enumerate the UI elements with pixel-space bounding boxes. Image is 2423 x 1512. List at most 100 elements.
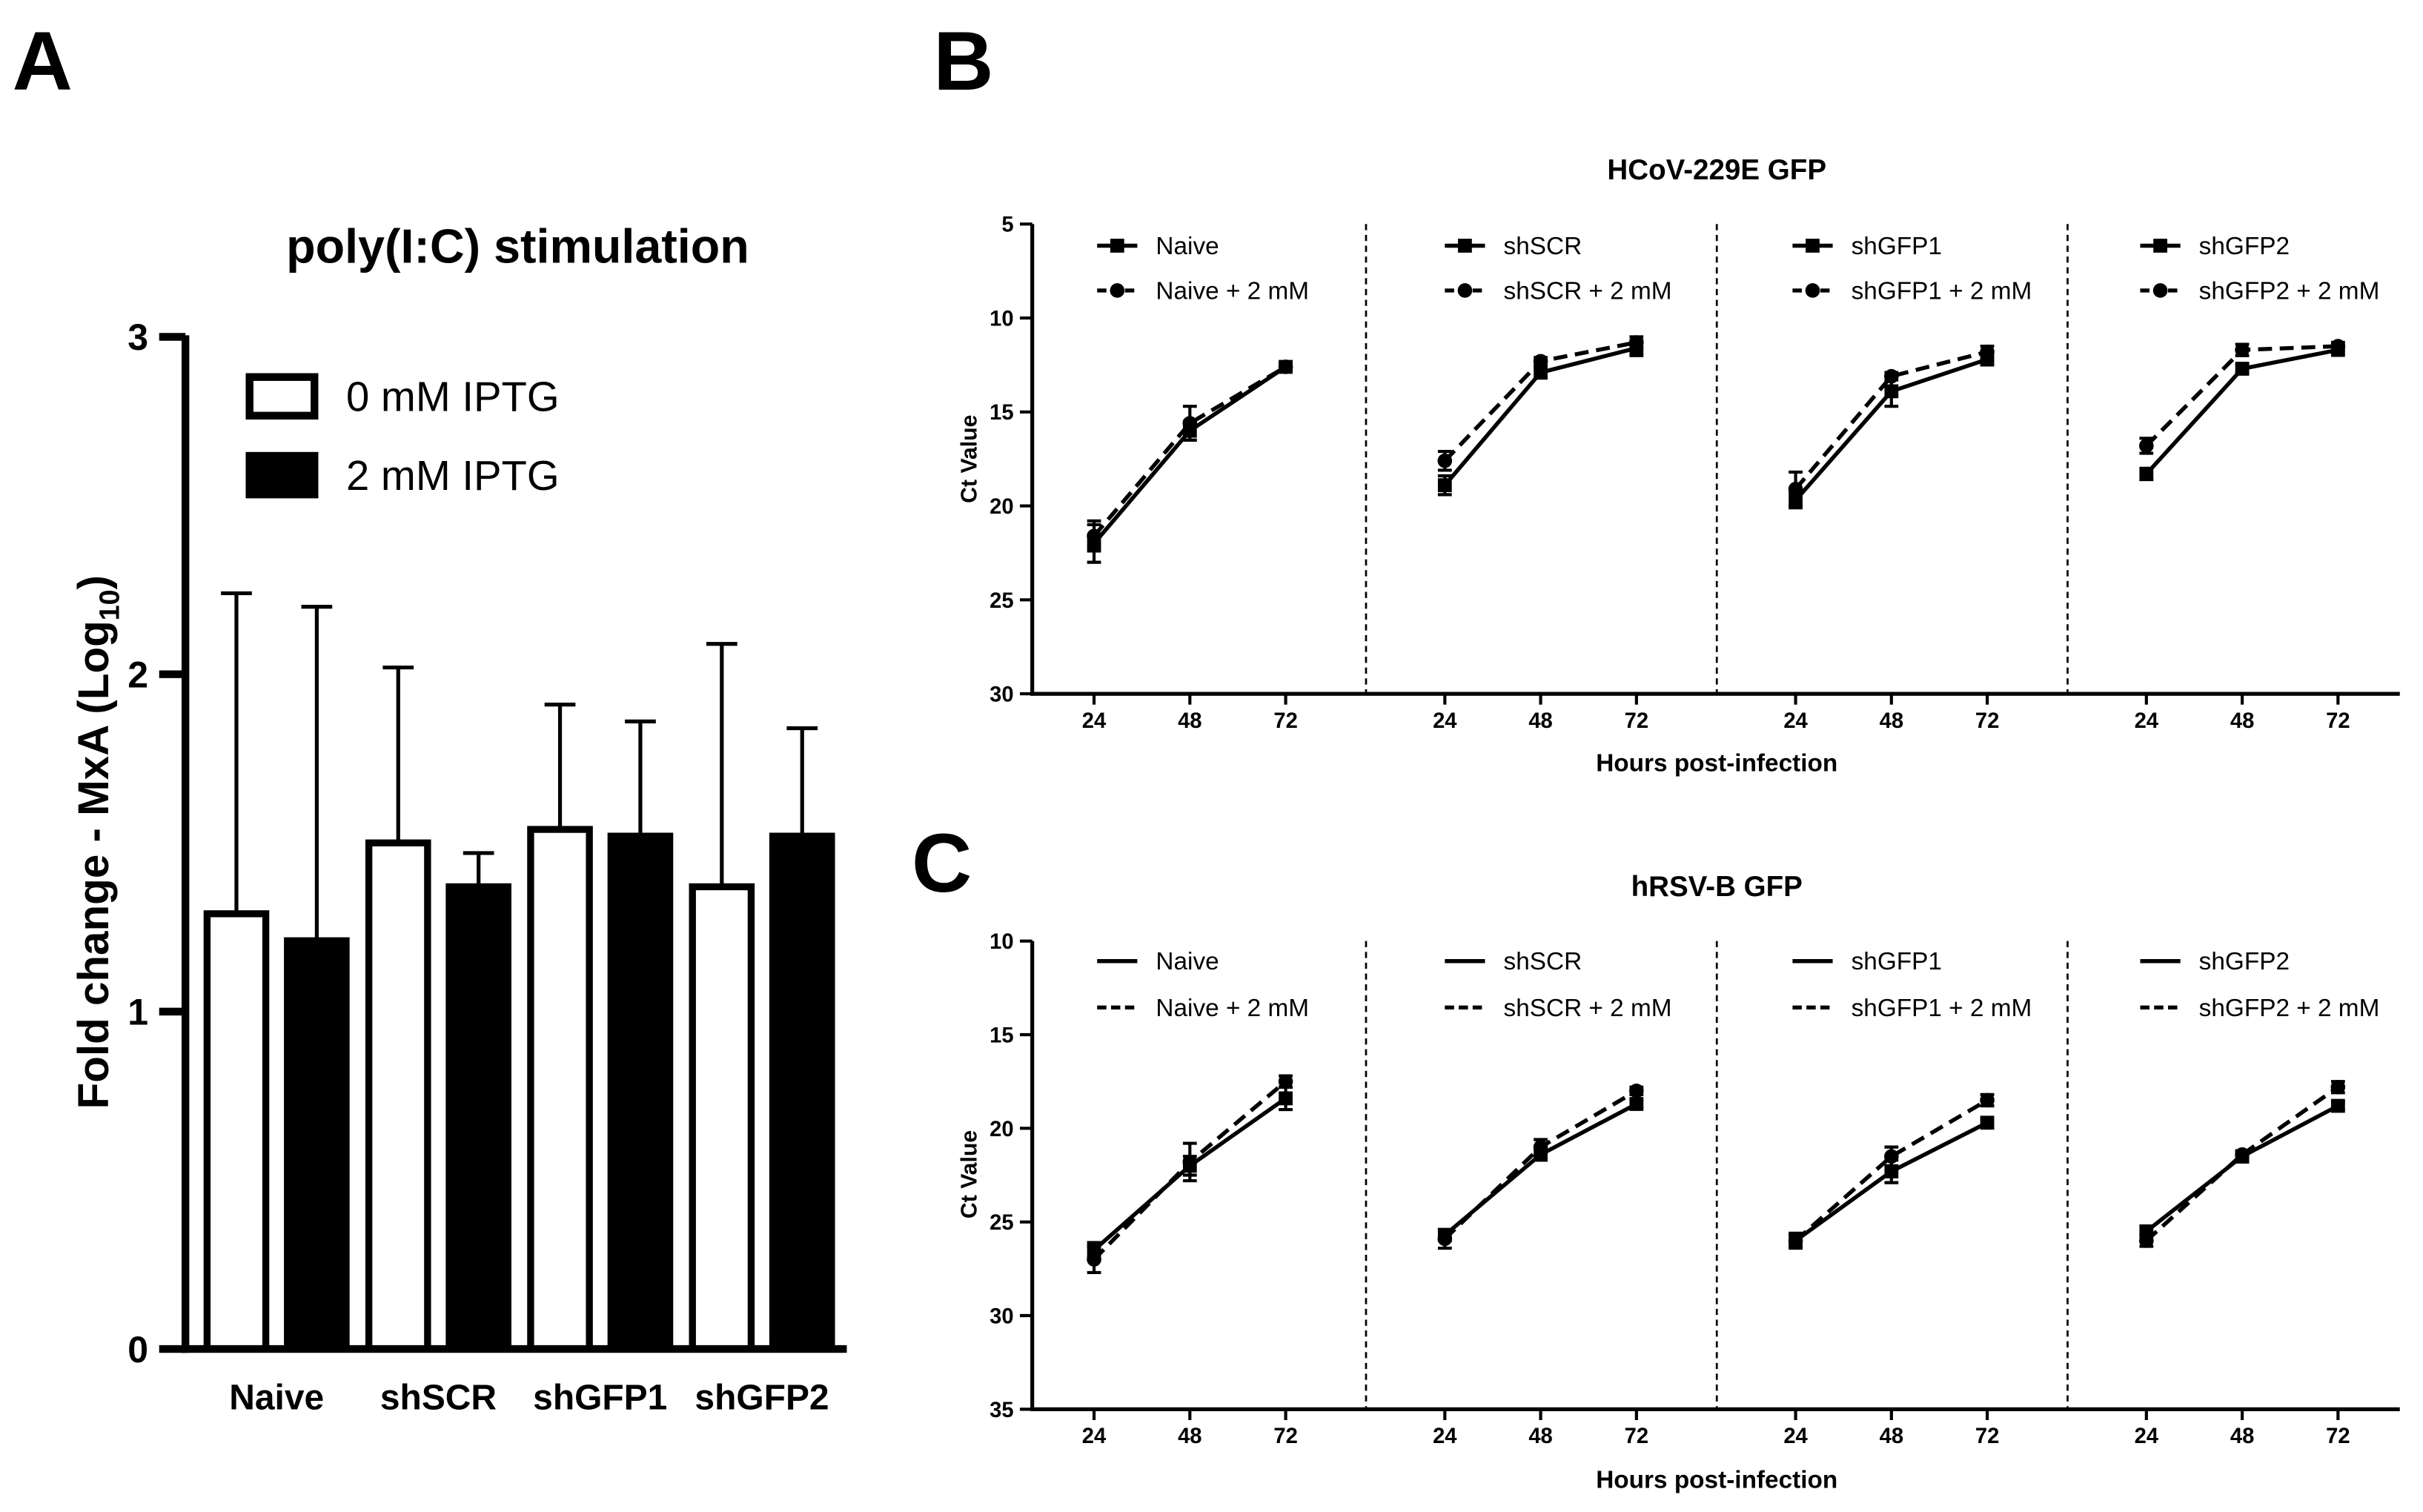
x-tick-label: 24 (2135, 709, 2159, 733)
legend-label: shGFP2 + 2 mM (2199, 995, 2380, 1022)
x-tick-label: 48 (2230, 1425, 2254, 1448)
data-point-circle (1087, 1252, 1101, 1267)
legend-marker-circle (2152, 283, 2168, 298)
y-axis-label-main: Fold change - MxA (Log (70, 620, 118, 1109)
y-tick-label: 1 (127, 992, 148, 1033)
x-tick-label: 72 (1625, 1425, 1648, 1448)
y-tick-label: 5 (1001, 213, 1013, 237)
panel-c-line-chart: hRSV-B GFP Naive Naive + 2 mM 24 48 72 shSCR sh… (958, 871, 2400, 1494)
series-line-3-1 (2145, 1085, 2339, 1242)
x-tick-label: 48 (1178, 1425, 1201, 1448)
x-tick-label: 24 (1082, 1425, 1107, 1448)
x-tick-label: 48 (1528, 1425, 1552, 1448)
x-tick-label: 48 (2230, 709, 2254, 733)
legend-label: shGFP1 (1852, 948, 1942, 975)
legend-label: 0 mM IPTG (346, 374, 560, 420)
panel-label-c: C (912, 816, 972, 909)
bar-shscr-series-1 (445, 883, 511, 1353)
y-tick-label: 10 (990, 307, 1013, 331)
bar-naive-series-1 (284, 937, 350, 1353)
legend-swatch (245, 373, 319, 420)
y-tick-label: 10 (990, 930, 1013, 954)
y-axis-label: Ct Value (958, 415, 982, 503)
series-line-2-1 (1794, 350, 1988, 491)
x-tick-label: 72 (1975, 1425, 1999, 1448)
data-point-circle (2139, 1233, 2154, 1248)
data-point-circle (2330, 339, 2346, 354)
x-category-label: shGFP1 (533, 1378, 667, 1417)
data-point-square (1884, 1164, 1899, 1178)
bar-shgfp2-series-1 (769, 832, 835, 1353)
x-tick-label: 72 (1625, 709, 1648, 733)
y-tick-label: 0 (127, 1329, 148, 1370)
data-point-circle (1437, 453, 1453, 468)
legend-swatch (245, 451, 319, 499)
legend-label: Naive + 2 mM (1156, 995, 1309, 1022)
y-tick-label: 3 (127, 316, 148, 358)
x-category-label: shGFP2 (695, 1378, 829, 1417)
series-line-0-1 (1092, 365, 1287, 537)
bar-shgfp2-series-0 (689, 883, 755, 1353)
data-point-circle (1437, 1231, 1453, 1247)
data-point-circle (2330, 1079, 2346, 1095)
y-axis-label: Fold change - MxA (Log10) (70, 575, 125, 1109)
legend-label: shSCR + 2 mM (1504, 995, 1672, 1022)
x-tick-label: 72 (1273, 1425, 1297, 1448)
panel-b-line-chart: HCoV-229E GFP Naive Naive + 2 mM 24 48 72 shSC… (958, 154, 2400, 777)
chart-title: HCoV-229E GFP (1607, 154, 1826, 186)
legend-label: shGFP1 (1852, 233, 1942, 260)
legend-label: Naive (1156, 233, 1219, 260)
data-point-circle (1278, 1074, 1293, 1089)
y-axis-label-suffix: ) (70, 575, 118, 589)
x-tick-label: 24 (1433, 1425, 1457, 1448)
legend-marker-square (2153, 239, 2167, 253)
legend-marker-circle (1110, 283, 1125, 298)
x-tick-label: 48 (1178, 709, 1201, 733)
legend-label: shGFP2 + 2 mM (2199, 277, 2380, 305)
y-tick-label: 25 (990, 589, 1013, 613)
legend-marker-circle (1457, 283, 1473, 298)
data-point-circle (2235, 1147, 2250, 1162)
data-point-circle (1788, 1233, 1803, 1248)
y-tick-label: 20 (990, 495, 1013, 519)
x-tick-label: 24 (1783, 1425, 1808, 1448)
legend-label: shGFP1 + 2 mM (1852, 277, 2032, 305)
x-tick-label: 72 (2326, 1425, 2350, 1448)
data-point-circle (1629, 335, 1644, 350)
data-point-circle (1629, 1084, 1644, 1098)
y-tick-label: 15 (990, 1024, 1013, 1047)
y-axis-label-subscript: 10 (94, 589, 125, 620)
legend-marker-circle (1805, 283, 1820, 298)
legend-label: shGFP1 + 2 mM (1852, 995, 2032, 1022)
data-point-square (1279, 1091, 1293, 1106)
legend-label: shSCR + 2 mM (1504, 277, 1672, 305)
y-axis-label: Ct Value (958, 1130, 982, 1218)
legend-marker-square (1458, 239, 1472, 253)
legend-label: Naive (1156, 948, 1219, 975)
x-axis-label: Hours post-infection (1596, 749, 1837, 777)
data-point-circle (1087, 528, 1101, 543)
legend-marker-square (1806, 239, 1820, 253)
bar-shgfp1-series-1 (607, 832, 674, 1353)
x-tick-label: 24 (2135, 1425, 2159, 1448)
data-point-square (1629, 1097, 1644, 1111)
x-tick-label: 24 (1783, 709, 1808, 733)
data-point-circle (1278, 359, 1293, 374)
x-tick-label: 48 (1880, 709, 1903, 733)
y-tick-label: 15 (990, 401, 1013, 425)
data-point-square (1980, 1115, 1995, 1130)
data-point-circle (1182, 416, 1198, 431)
data-point-circle (2139, 438, 2154, 454)
y-tick-label: 20 (990, 1118, 1013, 1141)
data-point-square (1437, 478, 1452, 493)
data-point-circle (1788, 481, 1803, 497)
y-tick-label: 25 (990, 1211, 1013, 1235)
legend-label: 2 mM IPTG (346, 452, 560, 499)
x-tick-label: 72 (1975, 709, 1999, 733)
data-point-square (2139, 467, 2154, 481)
data-point-square (2330, 1098, 2345, 1113)
panel-a-bar-chart: poly(I:C) stimulation Fold change - MxA … (70, 219, 847, 1417)
x-tick-label: 72 (2326, 709, 2350, 733)
data-point-circle (2235, 342, 2250, 357)
